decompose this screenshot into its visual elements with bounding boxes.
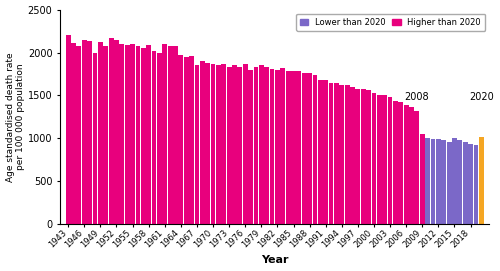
Bar [275,70,280,224]
Bar [222,64,226,224]
Bar [356,89,360,224]
Bar [178,55,184,224]
Bar [420,134,424,224]
Text: 2008: 2008 [404,92,429,102]
Bar [286,72,290,224]
Y-axis label: Age standardised death rate
per 100 000 population: Age standardised death rate per 100 000 … [6,52,25,182]
Bar [114,40,119,224]
Bar [189,56,194,224]
Bar [479,137,484,224]
Bar [377,95,382,224]
Bar [404,105,408,224]
Bar [388,97,392,224]
Bar [87,41,92,224]
Bar [184,57,188,224]
Bar [334,83,339,224]
Bar [312,75,318,224]
Bar [372,93,376,224]
Bar [82,40,86,224]
Bar [205,63,210,224]
Bar [446,142,452,224]
Bar [350,87,355,224]
Bar [302,73,306,224]
Bar [280,68,285,224]
Bar [382,95,387,224]
Bar [296,72,302,224]
Bar [318,80,322,224]
Bar [264,67,269,224]
Bar [200,61,204,224]
Bar [108,38,114,224]
Bar [98,42,103,224]
Bar [216,64,221,224]
Bar [442,140,446,224]
Bar [430,139,436,224]
Bar [409,107,414,224]
Bar [125,45,130,224]
Bar [324,80,328,224]
Text: 2020: 2020 [469,92,494,102]
Bar [452,138,457,224]
Bar [152,51,156,224]
Bar [157,53,162,224]
Bar [141,48,146,224]
Bar [136,46,140,224]
Bar [130,44,135,224]
X-axis label: Year: Year [261,256,288,265]
Bar [463,142,468,224]
Bar [226,67,232,224]
Bar [243,64,248,224]
Bar [414,111,420,224]
Bar [425,138,430,224]
Bar [173,46,178,224]
Bar [393,101,398,224]
Bar [232,65,237,224]
Bar [436,139,441,224]
Bar [259,65,264,224]
Bar [120,44,124,224]
Bar [194,64,200,224]
Bar [210,64,216,224]
Bar [238,67,242,224]
Bar [76,46,82,224]
Bar [254,67,258,224]
Bar [162,44,167,224]
Bar [474,145,478,224]
Bar [340,85,344,224]
Bar [344,85,350,224]
Bar [248,70,253,224]
Bar [361,89,366,224]
Bar [168,46,172,224]
Bar [291,70,296,224]
Bar [66,35,70,224]
Bar [104,46,108,224]
Bar [92,53,98,224]
Legend: Lower than 2020, Higher than 2020: Lower than 2020, Higher than 2020 [296,14,485,31]
Bar [398,102,403,224]
Bar [307,73,312,224]
Bar [270,69,274,224]
Bar [458,140,462,224]
Bar [71,43,76,224]
Bar [366,90,371,224]
Bar [328,83,334,224]
Bar [146,45,151,224]
Bar [468,144,473,224]
